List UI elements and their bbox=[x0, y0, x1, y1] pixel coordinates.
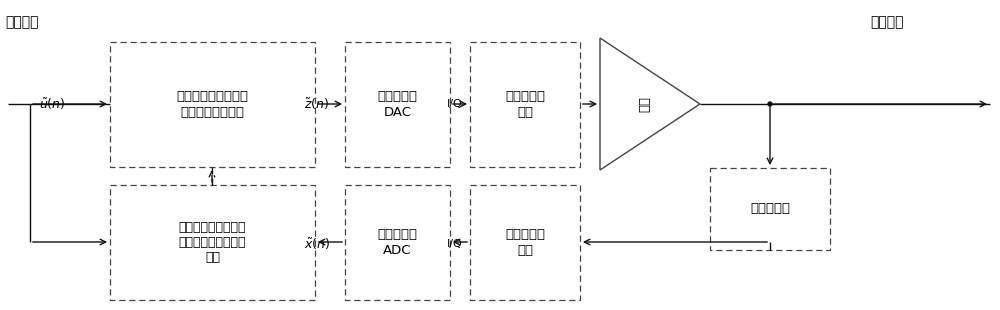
Text: 宽带正交解
调器: 宽带正交解 调器 bbox=[505, 228, 545, 256]
Text: 数模转换器
DAC: 数模转换器 DAC bbox=[378, 91, 418, 118]
Text: 基于修改分段线性函
数的数字预失真模型
训练: 基于修改分段线性函 数的数字预失真模型 训练 bbox=[179, 221, 246, 264]
Text: $\tilde{x}(n)$: $\tilde{x}(n)$ bbox=[304, 236, 330, 252]
FancyBboxPatch shape bbox=[710, 168, 830, 250]
Text: 宽带正交调
制器: 宽带正交调 制器 bbox=[505, 91, 545, 118]
Text: 基带输入: 基带输入 bbox=[5, 15, 38, 29]
Text: 功放: 功放 bbox=[639, 96, 652, 112]
Text: 模数转换器
ADC: 模数转换器 ADC bbox=[378, 228, 418, 256]
FancyBboxPatch shape bbox=[345, 42, 450, 167]
FancyBboxPatch shape bbox=[470, 42, 580, 167]
Text: $\tilde{u}(n)$: $\tilde{u}(n)$ bbox=[39, 96, 65, 112]
Text: $\tilde{z}(n)$: $\tilde{z}(n)$ bbox=[304, 96, 330, 112]
Text: 衰减耦合器: 衰减耦合器 bbox=[750, 202, 790, 215]
Text: I/Q: I/Q bbox=[447, 99, 463, 109]
FancyBboxPatch shape bbox=[345, 185, 450, 300]
Text: 功放输出: 功放输出 bbox=[870, 15, 904, 29]
FancyBboxPatch shape bbox=[470, 185, 580, 300]
FancyBboxPatch shape bbox=[110, 185, 315, 300]
Circle shape bbox=[768, 102, 772, 106]
Text: I/Q: I/Q bbox=[447, 239, 463, 249]
Text: 基于修改分段线性函
数的数字预失真器: 基于修改分段线性函 数的数字预失真器 bbox=[176, 91, 248, 118]
FancyBboxPatch shape bbox=[110, 42, 315, 167]
